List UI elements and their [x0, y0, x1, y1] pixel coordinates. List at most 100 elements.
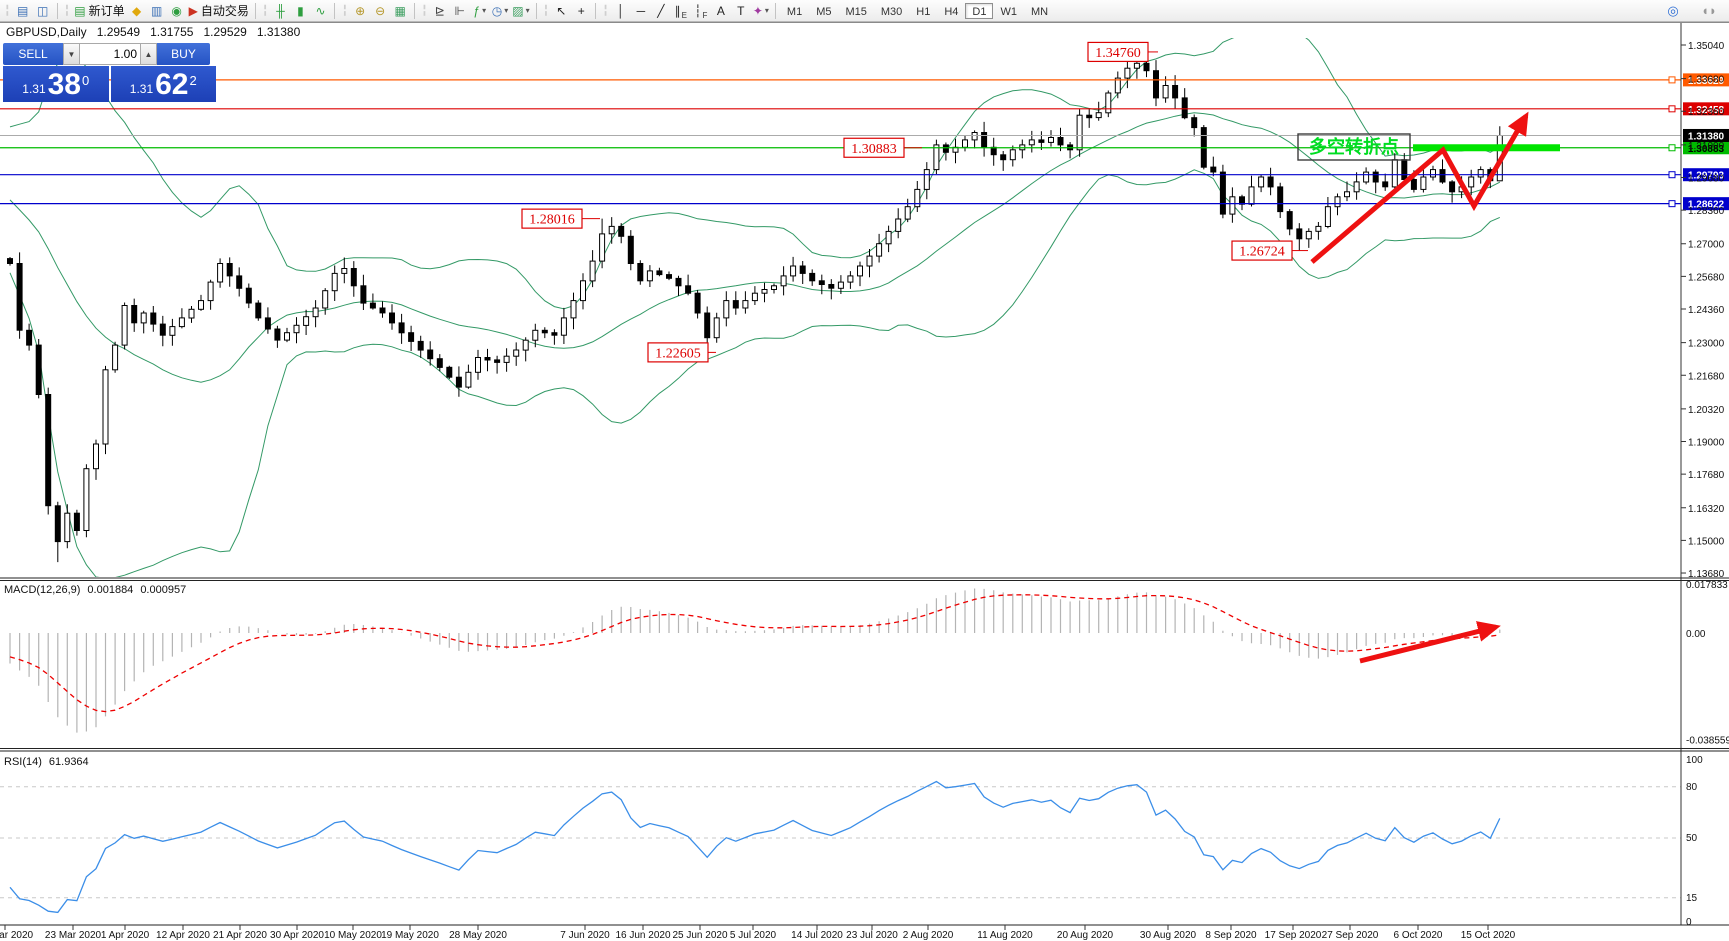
new-chart-button[interactable]: ▤: [13, 2, 33, 20]
tile-windows-button[interactable]: ▦: [390, 2, 410, 20]
sell-button[interactable]: SELL: [3, 43, 63, 65]
templates-button[interactable]: ▨ ▾: [510, 2, 531, 20]
timeframe-w1-button[interactable]: W1: [993, 3, 1024, 19]
june-high-callout[interactable]: 1.28016: [521, 208, 600, 229]
timeframe-m30-button[interactable]: M30: [874, 3, 909, 19]
resistance-line-lower[interactable]: 1.32458: [0, 102, 1729, 116]
green-line-callout[interactable]: 1.30883: [843, 137, 922, 158]
volume-down-button[interactable]: ▼: [63, 43, 80, 65]
date-tick-label[interactable]: 7 Jun 2020: [560, 930, 610, 941]
macd-signal-value: 0.000957: [140, 584, 187, 596]
date-tick-label[interactable]: 12 Mar 2020: [0, 930, 34, 941]
symbol-period-label: GBPUSD,Daily: [6, 25, 87, 39]
data-window-button[interactable]: ▥: [147, 2, 167, 20]
date-tick-label[interactable]: 5 Jul 2020: [730, 930, 777, 941]
periods-icon: ◷: [491, 3, 503, 18]
trendline-button[interactable]: ╱: [651, 2, 671, 20]
auto-arrange-button[interactable]: ⊵: [430, 2, 450, 20]
chat-icon[interactable]: ◖◗: [1699, 2, 1719, 20]
timeframe-mn-button[interactable]: MN: [1024, 3, 1055, 19]
pivot-green-line[interactable]: 1.30883: [0, 141, 1729, 155]
date-tick-label[interactable]: 11 Aug 2020: [977, 930, 1033, 941]
date-tick-label[interactable]: 14 Jul 2020: [791, 930, 843, 941]
text-label-button[interactable]: T: [731, 2, 751, 20]
indicators-list-button[interactable]: ƒ ▾: [470, 2, 490, 20]
sell-price[interactable]: 1.31 38 0: [3, 66, 109, 102]
date-tick-label[interactable]: 1 Apr 2020: [101, 930, 150, 941]
rsi-line: [9, 780, 1501, 914]
date-tick-label[interactable]: 19 May 2020: [381, 930, 439, 941]
date-tick-label[interactable]: 16 Jun 2020: [615, 930, 670, 941]
date-tick-label[interactable]: 20 Aug 2020: [1057, 930, 1114, 941]
periods-dropdown-icon[interactable]: ▾: [504, 6, 509, 15]
timeframe-h1-button[interactable]: H1: [909, 3, 937, 19]
price-trend-arrow[interactable]: [1310, 111, 1529, 264]
resistance-line-upper[interactable]: 1.33629: [0, 73, 1729, 87]
cursor-button[interactable]: ↖: [551, 2, 571, 20]
quote-open: 1.29549: [96, 25, 141, 39]
date-tick-label[interactable]: 27 Sep 2020: [1322, 930, 1379, 941]
date-tick-label[interactable]: 28 May 2020: [449, 930, 507, 941]
chart-shift-button[interactable]: ⊩: [450, 2, 470, 20]
date-tick-label[interactable]: 6 Oct 2020: [1394, 930, 1443, 941]
timeframe-d1-button[interactable]: D1: [965, 2, 994, 19]
date-tick-label[interactable]: 15 Oct 2020: [1461, 930, 1516, 941]
new-order-button[interactable]: ▤ 新订单: [72, 2, 126, 20]
volume-up-button[interactable]: ▲: [140, 43, 157, 65]
templates-dropdown-icon[interactable]: ▾: [525, 6, 530, 15]
vertical-line-button[interactable]: │: [611, 2, 631, 20]
timeframe-m5-button[interactable]: M5: [809, 3, 838, 19]
svg-text:1.30883: 1.30883: [851, 142, 897, 157]
metaeditor-button[interactable]: ◆: [127, 2, 147, 20]
date-tick-label[interactable]: 30 Apr 2020: [270, 930, 324, 941]
horizontal-line-button[interactable]: ─: [631, 2, 651, 20]
equidistant-channel-icon: ∥: [674, 3, 681, 18]
timeframe-m1-button[interactable]: M1: [780, 3, 809, 19]
search-icon[interactable]: ◎: [1663, 2, 1683, 20]
autotrading-button[interactable]: ▶ 自动交易: [187, 2, 251, 20]
arrows-shapes-button[interactable]: ✦ ▾: [751, 2, 771, 20]
zoom-in-button[interactable]: ⊕: [350, 2, 370, 20]
september-low-callout[interactable]: 1.26724: [1231, 240, 1308, 261]
date-tick-label[interactable]: 23 Mar 2020: [45, 930, 102, 941]
bollinger-upper: [9, 38, 1501, 310]
june-low-callout[interactable]: 1.22605: [647, 342, 716, 363]
september-high-callout[interactable]: 1.34760: [1087, 41, 1158, 63]
date-tick-label[interactable]: 2 Aug 2020: [903, 930, 954, 941]
macd-trend-arrow[interactable]: [1359, 621, 1501, 664]
periods-button[interactable]: ◷ ▾: [490, 2, 511, 20]
date-tick-label[interactable]: 21 Apr 2020: [213, 930, 267, 941]
equidistant-channel-button[interactable]: ∥ E: [671, 2, 691, 20]
buy-price[interactable]: 1.31 62 2: [110, 66, 216, 102]
date-tick-label[interactable]: 10 May 2020: [324, 930, 382, 941]
date-tick-label[interactable]: 8 Sep 2020: [1205, 930, 1257, 941]
thick-green-segment[interactable]: [1413, 144, 1560, 152]
buy-button[interactable]: BUY: [157, 43, 210, 65]
chart-bars-button[interactable]: ╫: [270, 2, 290, 20]
date-tick-label[interactable]: 17 Sep 2020: [1265, 930, 1322, 941]
support-line-lower[interactable]: 1.28622: [0, 197, 1729, 211]
date-tick-label[interactable]: 25 Jun 2020: [672, 930, 727, 941]
support-line-upper[interactable]: 1.29793: [0, 168, 1729, 182]
price-tick-label: 1.28360: [1688, 206, 1725, 217]
date-tick-label[interactable]: 23 Jul 2020: [846, 930, 898, 941]
zoom-out-button[interactable]: ⊖: [370, 2, 390, 20]
text-button[interactable]: A: [711, 2, 731, 20]
indicators-list-dropdown-icon[interactable]: ▾: [482, 6, 487, 15]
chart-candles-button[interactable]: ▮: [290, 2, 310, 20]
price-tick-label: 1.27000: [1688, 240, 1725, 251]
svg-text:1.22605: 1.22605: [655, 346, 701, 361]
profiles-button[interactable]: ◫: [33, 2, 53, 20]
date-tick-label[interactable]: 12 Apr 2020: [156, 930, 210, 941]
turning-point-note[interactable]: 多空转折点: [1297, 133, 1411, 161]
timeframe-h4-button[interactable]: H4: [937, 3, 965, 19]
arrows-shapes-dropdown-icon[interactable]: ▾: [764, 6, 769, 15]
crosshair-button[interactable]: +: [571, 2, 591, 20]
navigator-button[interactable]: ◉: [167, 2, 187, 20]
date-tick-label[interactable]: 30 Aug 2020: [1140, 930, 1197, 941]
fibonacci-retracement-button[interactable]: ┆ F: [691, 2, 711, 20]
volume-input[interactable]: [80, 43, 140, 65]
timeframe-m15-button[interactable]: M15: [838, 3, 873, 19]
chart-line-button[interactable]: ∿: [310, 2, 330, 20]
